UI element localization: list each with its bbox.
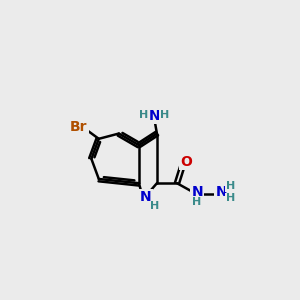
Text: O: O [181,155,192,169]
Text: N: N [216,185,227,199]
Text: H: H [226,194,236,203]
Text: N: N [191,185,203,199]
Text: H: H [193,197,202,207]
Text: Br: Br [70,120,88,134]
Text: H: H [160,110,170,119]
Text: H: H [226,181,236,191]
Text: N: N [149,109,160,123]
Text: H: H [139,110,148,119]
Text: H: H [150,202,159,212]
Text: N: N [140,190,152,204]
